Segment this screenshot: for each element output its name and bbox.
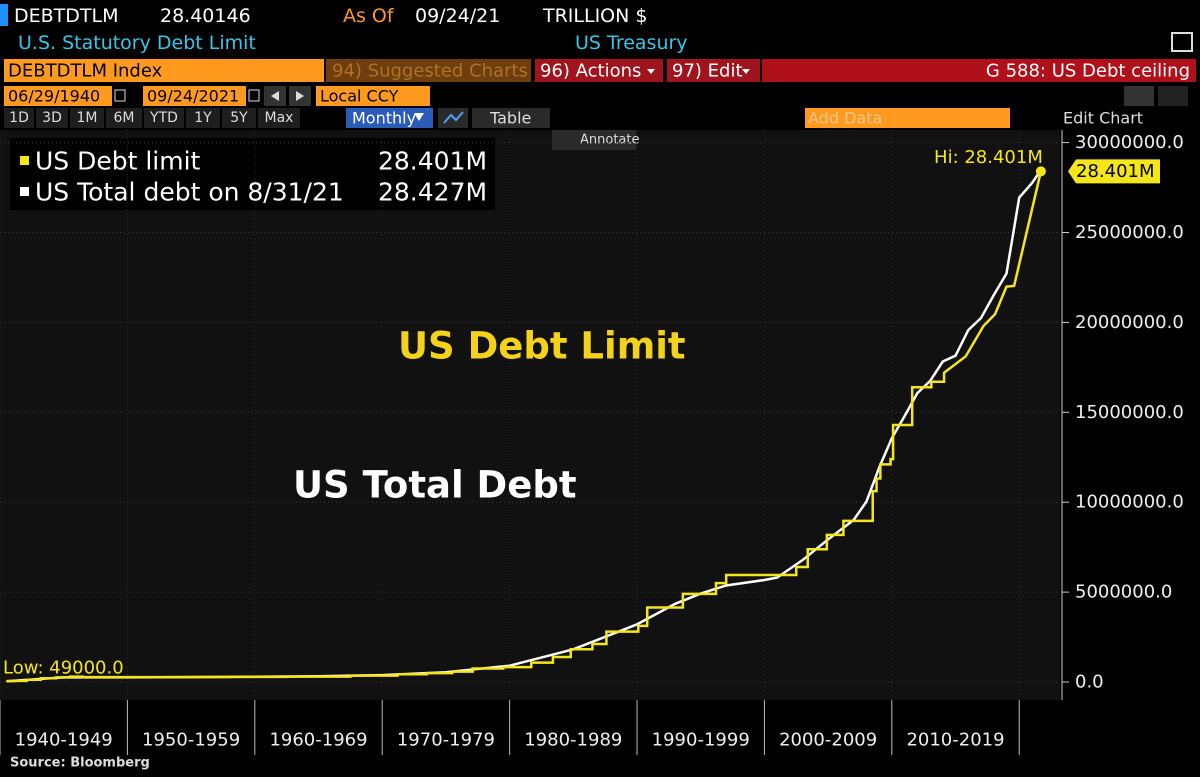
y-tick-label: 30000000.0 (1075, 132, 1184, 153)
last-value-label: 28.401M (1076, 161, 1155, 182)
suggested-button[interactable] (326, 59, 531, 82)
security-field-text: DEBTDTLM Index (8, 61, 163, 82)
end-date: 09/24/2021 (147, 87, 239, 106)
chart-type-icon (443, 111, 464, 124)
y-tick-label: 20000000.0 (1075, 312, 1184, 333)
period-button[interactable] (4, 108, 34, 128)
table-button[interactable] (472, 108, 550, 128)
page-title: G 588: US Debt ceiling (986, 61, 1190, 82)
currency: Local CCY (320, 87, 399, 106)
period-button[interactable] (106, 108, 142, 128)
period: 5Y (230, 110, 248, 126)
ticker-marker (0, 4, 8, 26)
period-button[interactable] (222, 108, 256, 128)
y-tick-label: 0.0 (1075, 672, 1104, 693)
calendar-icon[interactable] (114, 89, 126, 102)
legend-swatch (20, 187, 29, 196)
next-arrow (296, 91, 304, 101)
page-bar (762, 59, 1196, 82)
x-tick-label: 1980-1989 (524, 730, 622, 751)
legend-box (10, 138, 495, 210)
last-value-box (1068, 159, 1160, 184)
dropdown-arrow (742, 69, 750, 74)
add-data-field[interactable] (805, 108, 1010, 128)
period-button[interactable] (144, 108, 184, 128)
as-of-label: As Of (343, 5, 395, 27)
period: 1D (9, 110, 29, 126)
legend-label: US Total debt on 8/31/21 (35, 178, 344, 207)
annotate-button[interactable] (552, 130, 636, 150)
x-tick-label: 2000-2009 (779, 730, 877, 751)
frequency-button[interactable] (346, 108, 433, 128)
calendar-icon[interactable] (248, 89, 260, 102)
period: YTD (149, 110, 178, 126)
source-name: US Treasury (575, 32, 688, 54)
legend-swatch (20, 156, 29, 165)
table: Table (489, 109, 531, 128)
period: 1Y (194, 110, 212, 126)
period: Max (265, 110, 294, 126)
x-tick-label: 1950-1959 (142, 730, 240, 751)
units: TRILLION $ (542, 5, 647, 27)
last-price: 28.40146 (160, 5, 251, 27)
legend-value: 28.401M (378, 147, 487, 176)
edit-text: 97) Edit (672, 61, 743, 82)
start-date: 06/29/1940 (8, 87, 100, 106)
annotate: Annotate (580, 133, 639, 148)
y-tick-label: 15000000.0 (1075, 402, 1184, 423)
period: 3D (42, 110, 62, 126)
last-point (1035, 166, 1046, 177)
period: 1M (77, 110, 98, 126)
actions-button[interactable] (535, 59, 663, 82)
period: 6M (114, 110, 135, 126)
edit-chart[interactable]: Edit Chart (1063, 109, 1143, 128)
suggested-text: 94) Suggested Charts (332, 61, 528, 82)
period-button[interactable] (186, 108, 220, 128)
redo-button[interactable] (1158, 86, 1188, 106)
legend-value: 28.427M (378, 178, 487, 207)
security-name: U.S. Statutory Debt Limit (18, 32, 256, 54)
period-button[interactable] (36, 108, 68, 128)
as-of-date: 09/24/21 (415, 5, 500, 27)
x-tick-label: 1960-1969 (269, 730, 367, 751)
x-tick-label: 1970-1979 (397, 730, 495, 751)
plot-area (0, 130, 1060, 700)
dropdown-arrow (414, 113, 424, 121)
x-tick-label: 1990-1999 (652, 730, 750, 751)
undo-button[interactable] (1124, 86, 1154, 106)
export-icon[interactable] (1171, 32, 1193, 52)
y-tick-label: 5000000.0 (1075, 582, 1172, 603)
edit-button[interactable] (667, 59, 760, 82)
start-date-field[interactable] (4, 86, 112, 106)
y-tick-label: 25000000.0 (1075, 222, 1184, 243)
dropdown-arrow (647, 69, 655, 74)
add-data: Add Data (808, 109, 882, 128)
x-tick-label: 1940-1949 (15, 730, 113, 751)
end-date-field[interactable] (143, 86, 246, 106)
x-tick-label: 2010-2019 (906, 730, 1004, 751)
series-line (6, 171, 1043, 683)
currency-field[interactable] (316, 86, 430, 106)
prev-arrow (271, 91, 279, 101)
high-label: Hi: 28.401M (934, 147, 1043, 168)
source: Source: Bloomberg (10, 756, 150, 771)
y-tick-label: 10000000.0 (1075, 492, 1184, 513)
frequency: Monthly (352, 109, 416, 128)
low-label: Low: 49000.0 (3, 658, 124, 679)
actions-text: 96) Actions (540, 61, 641, 82)
annotation: US Debt Limit (398, 325, 686, 368)
period-button[interactable] (70, 108, 104, 128)
period-button[interactable] (258, 108, 300, 128)
ticker: DEBTDTLM (14, 5, 119, 27)
security-field[interactable] (4, 59, 324, 82)
legend-label: US Debt limit (35, 147, 201, 176)
annotation: US Total Debt (293, 464, 577, 507)
